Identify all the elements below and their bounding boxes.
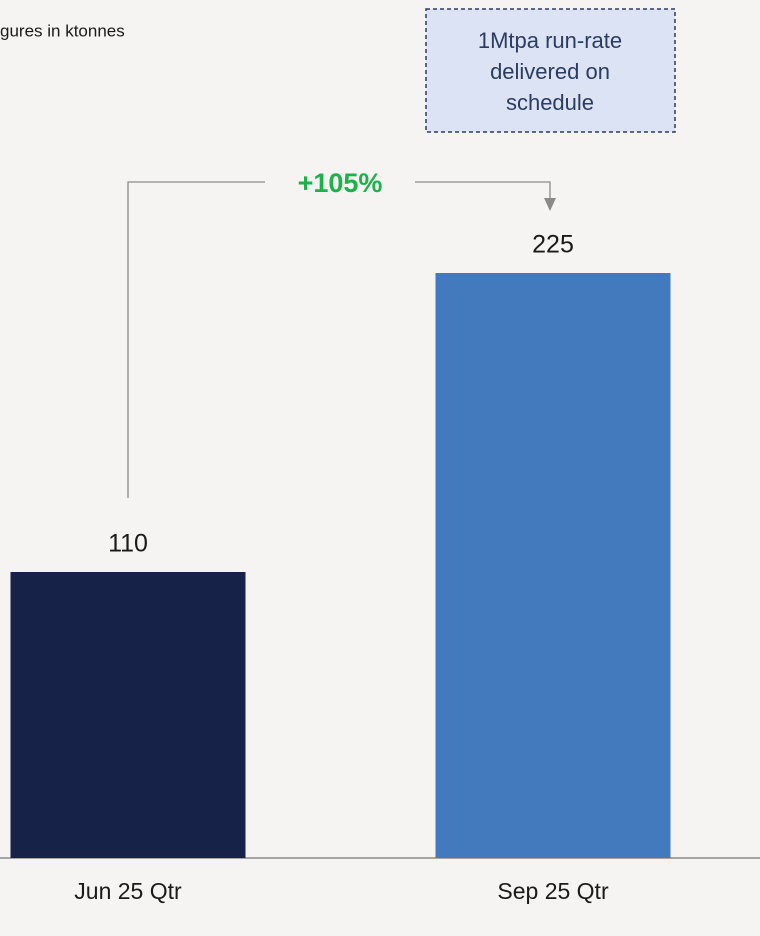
bar xyxy=(435,273,671,858)
change-label: +105% xyxy=(298,168,383,198)
annotation-line: schedule xyxy=(506,90,594,115)
annotation-box xyxy=(425,8,676,133)
x-tick-label: Jun 25 Qtr xyxy=(74,878,182,904)
bar xyxy=(10,572,246,858)
annotation-line: delivered on xyxy=(490,59,610,84)
bracket-right xyxy=(415,181,551,200)
annotation-line: 1Mtpa run-rate xyxy=(478,28,622,53)
arrow-head xyxy=(544,198,556,211)
value-label: 110 xyxy=(108,530,148,558)
subtitle: gures in ktonnes xyxy=(0,21,125,40)
value-label: 225 xyxy=(532,231,574,259)
x-tick-label: Sep 25 Qtr xyxy=(497,878,609,904)
bracket-left xyxy=(127,181,265,498)
